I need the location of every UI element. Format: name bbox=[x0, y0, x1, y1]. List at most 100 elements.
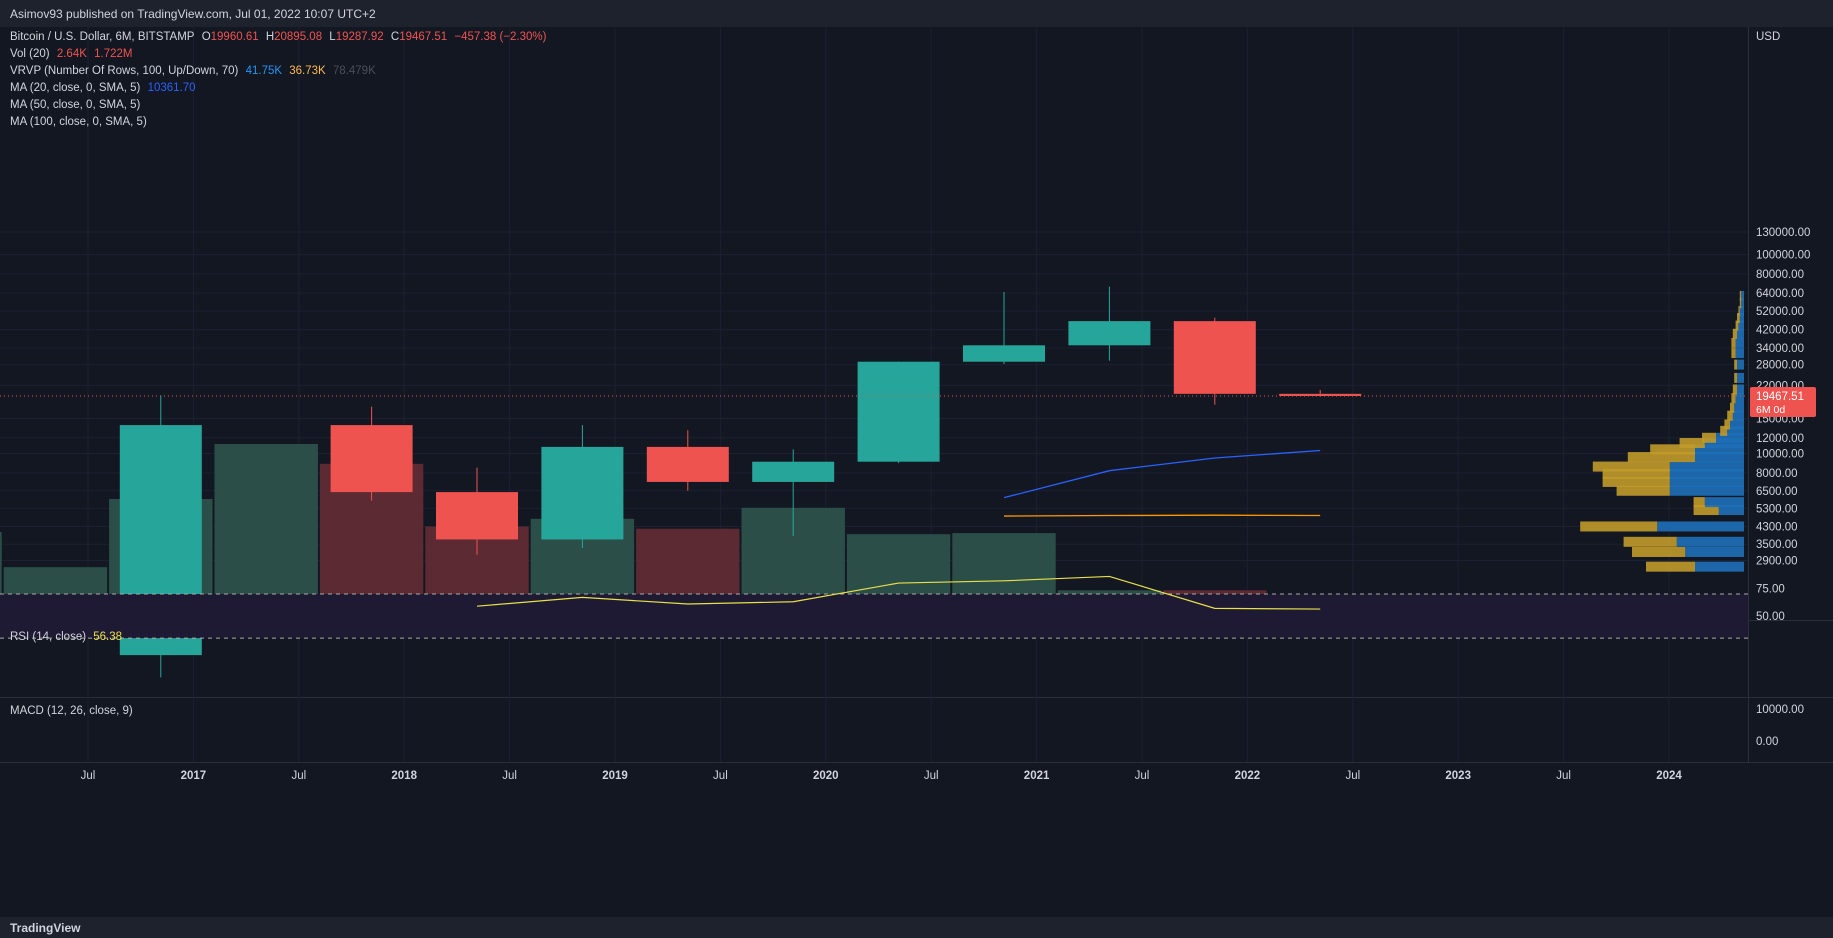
volume-profile-up bbox=[1676, 536, 1744, 547]
volume-profile-down bbox=[1616, 485, 1670, 496]
time-axis-tick: 2020 bbox=[813, 770, 839, 782]
volume-profile-up bbox=[1685, 546, 1744, 557]
legend-ma20-label: MA (20, close, 0, SMA, 5) bbox=[10, 82, 141, 94]
volume-profile-up bbox=[1737, 359, 1744, 370]
candle-body bbox=[1173, 321, 1256, 394]
rsi-axis-tick: 50.00 bbox=[1756, 611, 1785, 623]
rsi-axis-tick: 75.00 bbox=[1756, 584, 1785, 596]
volume-profile-down bbox=[1739, 298, 1742, 309]
volume-profile-down bbox=[1724, 419, 1730, 430]
macd-axis-tick: 0.00 bbox=[1756, 736, 1778, 748]
volume-profile-up bbox=[1734, 402, 1744, 413]
legend-change: −457.38 (−2.30%) bbox=[454, 31, 547, 43]
volume-profile-up bbox=[1695, 452, 1744, 463]
header-title: Asimov93 published on TradingView.com, J… bbox=[10, 7, 376, 21]
volume-profile-down bbox=[1679, 437, 1705, 448]
volume-profile-down bbox=[1738, 306, 1740, 317]
time-axis-tick: Jul bbox=[713, 770, 728, 782]
legend-vol-value1: 2.64K bbox=[56, 48, 87, 60]
volume-profile-up bbox=[1718, 505, 1744, 516]
volume-profile-up bbox=[1735, 337, 1744, 348]
volume-profile-up bbox=[1735, 348, 1744, 359]
volume-profile-down bbox=[1580, 521, 1658, 532]
price-axis-tick: 42000.00 bbox=[1756, 325, 1804, 337]
time-axis-tick: 2022 bbox=[1235, 770, 1261, 782]
time-axis-tick: Jul bbox=[1556, 770, 1571, 782]
legend-vrvp-up: 41.75K bbox=[245, 65, 283, 77]
rsi-legend: RSI (14, close) 56.38 bbox=[10, 631, 126, 643]
legend-l-label: L bbox=[329, 31, 336, 43]
time-axis-tick: Jul bbox=[1135, 770, 1150, 782]
legend-ma50-label: MA (50, close, 0, SMA, 5) bbox=[10, 99, 141, 111]
legend-ohlc: Bitcoin / U.S. Dollar, 6M, BITSTAMP O199… bbox=[10, 31, 550, 43]
macd-legend: MACD (12, 26, close, 9) bbox=[10, 705, 137, 717]
rsi-label: RSI (14, close) bbox=[10, 631, 87, 643]
volume-profile-down bbox=[1720, 425, 1728, 436]
time-axis-tick: 2019 bbox=[602, 770, 628, 782]
volume-profile-up bbox=[1669, 476, 1744, 487]
ma20-line bbox=[1003, 449, 1321, 499]
volume-profile-down bbox=[1732, 328, 1737, 339]
volume-profile-down bbox=[1731, 348, 1736, 359]
volume-bar bbox=[214, 444, 318, 620]
volume-profile-up bbox=[1695, 561, 1744, 572]
price-axis-tick: 2900.00 bbox=[1756, 555, 1798, 567]
legend-ma100: MA (100, close, 0, SMA, 5) bbox=[10, 116, 151, 128]
volume-profile-down bbox=[1693, 505, 1719, 516]
rsi-band bbox=[0, 594, 1748, 639]
candle-body bbox=[436, 492, 518, 540]
legend-open: 19960.61 bbox=[210, 31, 259, 43]
time-axis-tick: 2018 bbox=[391, 770, 417, 782]
chart-area[interactable]: USD 130000.00 100000.00 80000.00 64000.00 520… bbox=[0, 27, 1833, 917]
time-axis-tick: 2024 bbox=[1656, 770, 1682, 782]
candle-body bbox=[1279, 393, 1362, 396]
volume-profile-up bbox=[1704, 437, 1744, 448]
volume-profile-up bbox=[1695, 444, 1744, 455]
volume-profile-up bbox=[1727, 425, 1744, 436]
legend-vrvp-down: 36.73K bbox=[289, 65, 326, 77]
volume-profile-up bbox=[1737, 372, 1744, 383]
legend-ma20-value: 10361.70 bbox=[147, 82, 196, 94]
volume-profile-up bbox=[1739, 306, 1744, 317]
candle-body bbox=[646, 446, 729, 482]
price-axis-tick: 80000.00 bbox=[1756, 269, 1804, 281]
rsi-value: 56.38 bbox=[93, 631, 123, 643]
price-axis-currency: USD bbox=[1756, 31, 1780, 43]
volume-profile-up bbox=[1737, 328, 1744, 339]
footer-bar: TradingView bbox=[0, 917, 1833, 938]
time-axis-tick: Jul bbox=[291, 770, 306, 782]
volume-profile-down bbox=[1602, 468, 1670, 479]
price-axis-tick: 12000.00 bbox=[1756, 433, 1804, 445]
price-axis-tick: 52000.00 bbox=[1756, 306, 1804, 318]
volume-profile-up bbox=[1669, 461, 1744, 472]
legend-ma50: MA (50, close, 0, SMA, 5) bbox=[10, 99, 144, 111]
legend-vrvp-total: 78.479K bbox=[332, 65, 376, 77]
volume-profile-up bbox=[1730, 419, 1744, 430]
candle-body bbox=[541, 446, 624, 540]
legend-h-label: H bbox=[265, 31, 275, 43]
price-axis-tick: 100000.00 bbox=[1756, 250, 1810, 262]
candle-body bbox=[857, 361, 940, 462]
legend-low: 19287.92 bbox=[335, 31, 384, 43]
volume-profile-up bbox=[1737, 384, 1744, 395]
volume-profile-up bbox=[1716, 432, 1744, 443]
price-axis-tick: 3500.00 bbox=[1756, 539, 1798, 551]
volume-profile-down bbox=[1734, 372, 1737, 383]
time-axis-tick: 2023 bbox=[1445, 770, 1471, 782]
legend-vol: Vol (20) 2.64K 1.722M bbox=[10, 48, 136, 60]
chart-svg[interactable]: USD 130000.00 100000.00 80000.00 64000.00 520… bbox=[0, 27, 1833, 917]
legend-ma100-label: MA (100, close, 0, SMA, 5) bbox=[10, 116, 147, 128]
volume-profile-down bbox=[1732, 384, 1737, 395]
price-axis-tick: 5300.00 bbox=[1756, 503, 1798, 515]
tradingview-logo: TradingView bbox=[10, 921, 81, 935]
volume-profile-down bbox=[1627, 452, 1695, 463]
macd-label: MACD (12, 26, close, 9) bbox=[10, 705, 133, 717]
time-axis-tick: Jul bbox=[924, 770, 939, 782]
legend-vrvp: VRVP (Number Of Rows, 100, Up/Down, 70) … bbox=[10, 65, 380, 77]
price-axis-tick: 130000.00 bbox=[1756, 227, 1810, 239]
volume-profile-down bbox=[1731, 393, 1736, 404]
price-axis-tick: 8000.00 bbox=[1756, 468, 1798, 480]
candle-body bbox=[330, 425, 413, 493]
volume-profile-down bbox=[1602, 476, 1670, 487]
legend-ma20: MA (20, close, 0, SMA, 5) 10361.70 bbox=[10, 82, 200, 94]
